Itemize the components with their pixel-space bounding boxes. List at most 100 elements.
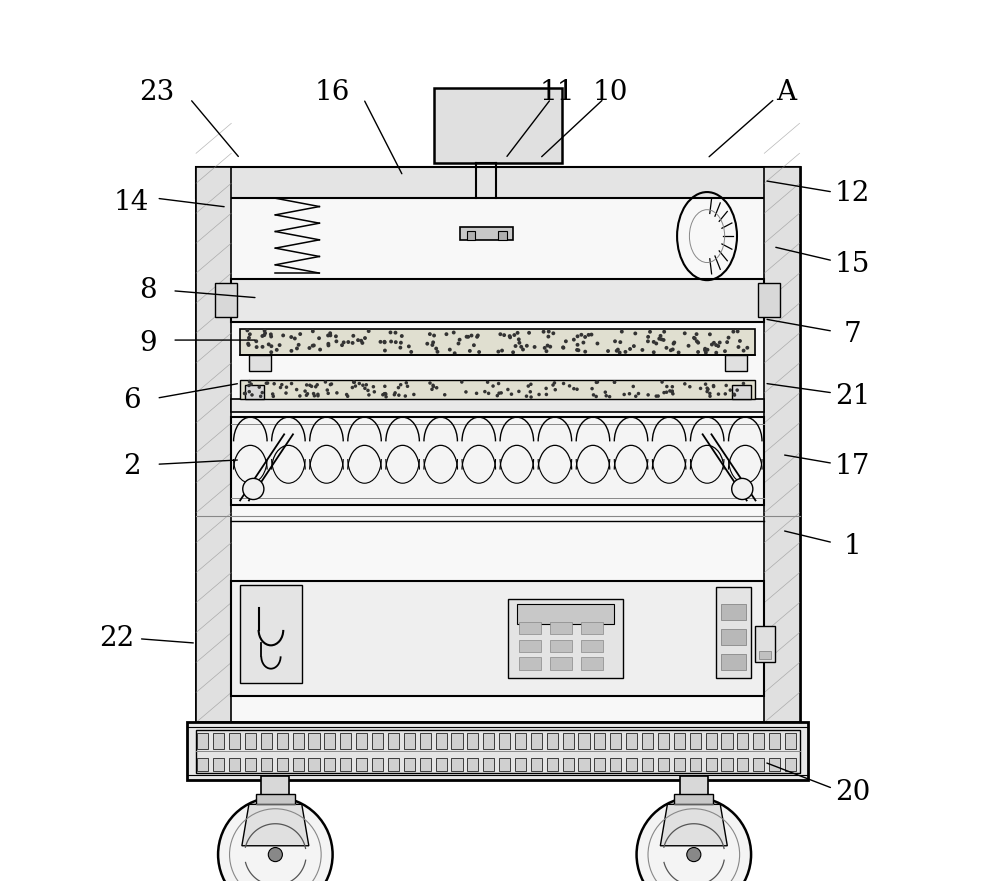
Circle shape xyxy=(425,342,429,345)
Circle shape xyxy=(551,331,555,336)
Bar xyxy=(245,733,256,750)
Circle shape xyxy=(634,395,638,398)
Circle shape xyxy=(511,351,515,354)
Bar xyxy=(245,385,264,399)
Circle shape xyxy=(613,381,616,384)
Bar xyxy=(436,733,447,750)
Circle shape xyxy=(249,382,253,386)
Bar xyxy=(721,629,746,645)
Bar xyxy=(531,759,542,771)
Bar xyxy=(769,759,780,771)
Circle shape xyxy=(606,349,610,353)
Circle shape xyxy=(688,385,692,389)
Circle shape xyxy=(361,383,365,387)
Bar xyxy=(515,733,526,750)
Bar xyxy=(706,759,717,771)
Circle shape xyxy=(742,349,746,352)
Circle shape xyxy=(714,351,718,355)
Circle shape xyxy=(297,343,301,347)
Circle shape xyxy=(525,344,529,348)
Bar xyxy=(451,759,463,771)
Polygon shape xyxy=(242,804,309,846)
Bar xyxy=(240,329,755,355)
Text: 15: 15 xyxy=(835,251,870,278)
Circle shape xyxy=(616,348,620,352)
Bar xyxy=(674,759,685,771)
Circle shape xyxy=(315,383,319,387)
Bar xyxy=(196,730,800,773)
Polygon shape xyxy=(660,804,727,846)
Circle shape xyxy=(475,335,479,338)
Bar xyxy=(388,759,399,771)
Circle shape xyxy=(367,329,371,333)
Circle shape xyxy=(430,388,434,391)
Circle shape xyxy=(671,347,675,352)
Circle shape xyxy=(687,848,701,862)
Bar xyxy=(758,284,780,317)
Bar xyxy=(499,733,510,750)
Circle shape xyxy=(576,343,579,347)
Circle shape xyxy=(628,347,632,351)
Circle shape xyxy=(564,339,568,344)
Circle shape xyxy=(665,390,668,394)
Circle shape xyxy=(516,331,520,335)
Circle shape xyxy=(317,337,321,340)
Circle shape xyxy=(705,387,709,390)
Bar xyxy=(519,622,541,634)
Circle shape xyxy=(266,381,269,385)
Circle shape xyxy=(399,383,402,387)
Circle shape xyxy=(542,329,546,334)
Circle shape xyxy=(604,390,607,394)
Text: 22: 22 xyxy=(99,626,134,652)
Circle shape xyxy=(708,392,712,396)
Circle shape xyxy=(514,344,517,348)
Circle shape xyxy=(608,395,611,398)
Circle shape xyxy=(290,381,293,385)
Circle shape xyxy=(246,342,250,345)
Bar xyxy=(563,733,574,750)
Circle shape xyxy=(272,395,275,398)
Circle shape xyxy=(499,391,503,395)
Bar xyxy=(256,794,295,804)
Circle shape xyxy=(662,391,666,395)
Circle shape xyxy=(668,389,672,393)
Circle shape xyxy=(431,340,435,344)
Circle shape xyxy=(672,341,676,344)
Circle shape xyxy=(269,351,273,354)
Text: 1: 1 xyxy=(844,533,861,559)
Circle shape xyxy=(443,393,446,396)
Bar xyxy=(785,733,796,750)
Bar xyxy=(721,759,733,771)
Bar xyxy=(581,640,603,652)
Circle shape xyxy=(307,346,311,350)
Circle shape xyxy=(269,335,273,338)
Circle shape xyxy=(293,337,297,340)
Circle shape xyxy=(475,391,478,395)
Circle shape xyxy=(381,393,385,396)
Circle shape xyxy=(278,344,282,347)
Circle shape xyxy=(412,393,416,396)
Bar xyxy=(680,776,708,796)
Circle shape xyxy=(432,334,436,337)
Circle shape xyxy=(537,393,541,396)
Bar xyxy=(785,759,796,771)
Bar xyxy=(261,776,289,796)
Bar xyxy=(769,733,780,750)
Circle shape xyxy=(477,350,481,354)
Circle shape xyxy=(311,344,315,348)
Circle shape xyxy=(363,387,367,390)
Bar xyxy=(356,759,367,771)
Circle shape xyxy=(572,387,576,390)
Bar xyxy=(737,759,748,771)
Circle shape xyxy=(243,478,264,500)
Circle shape xyxy=(472,344,476,347)
Circle shape xyxy=(506,388,510,391)
Circle shape xyxy=(533,345,537,349)
Circle shape xyxy=(737,345,740,349)
Text: 2: 2 xyxy=(123,454,141,480)
Bar xyxy=(197,759,208,771)
Circle shape xyxy=(662,338,666,342)
Circle shape xyxy=(486,381,489,384)
Circle shape xyxy=(298,394,302,397)
Circle shape xyxy=(261,344,264,349)
